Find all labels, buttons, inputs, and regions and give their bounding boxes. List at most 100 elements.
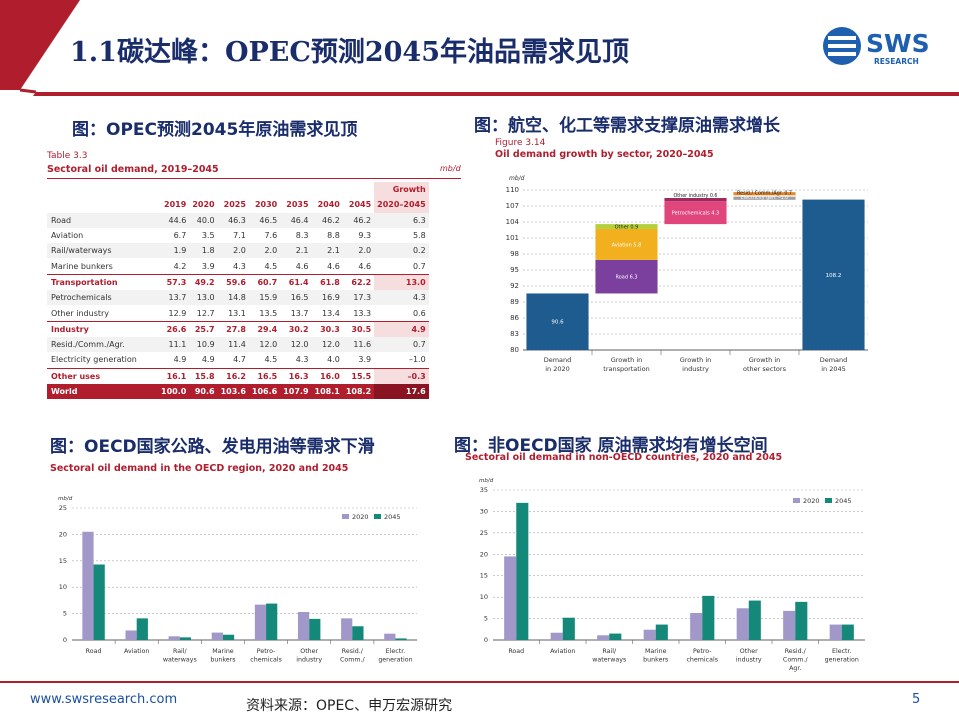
table-cell: 2.0 [217, 243, 249, 259]
x-category-label: Growth in other sectors [743, 356, 787, 373]
bar-2045 [179, 637, 192, 640]
table-cell: 13.7 [280, 305, 312, 322]
y-tick-label: 10 [480, 593, 488, 601]
x-category-label: Aviation [550, 648, 575, 655]
x-category-label: Rail/waterways [163, 648, 197, 664]
bar-2020 [384, 633, 396, 640]
row-label: Industry [47, 320, 158, 337]
bar-2045 [516, 502, 529, 640]
table-cell: 2.1 [311, 243, 343, 259]
footer-url[interactable]: www.swsresearch.com [30, 692, 178, 707]
table-cell: 16.5 [248, 367, 281, 384]
table-cell: 2.0 [248, 243, 281, 259]
table-cell: 17.3 [342, 290, 375, 306]
table-label: Table 3.3 [47, 151, 88, 161]
table-cell: 49.2 [189, 273, 218, 291]
sectoral-demand-table: Growth 2019 2020 2025 2030 2035 2040 2045 2020–2… [47, 182, 429, 400]
table-row: Electricity generation 4.9 4.9 4.7 4.5 4.3 4.0… [47, 352, 429, 369]
table-cell: 13.0 [374, 273, 429, 291]
bar-2045 [795, 601, 808, 640]
table-cell: 12.7 [189, 305, 218, 322]
table-cell: 59.6 [217, 273, 249, 291]
non-oecd-figure-title: Sectoral oil demand in non-OECD countrie… [465, 452, 783, 463]
y-unit-label: mb/d [479, 478, 494, 484]
table-cell: 13.3 [342, 305, 375, 322]
bar-2020 [783, 610, 796, 640]
table-cell: 46.2 [342, 212, 375, 228]
table-cell: 12.0 [311, 336, 343, 353]
segment-bar [595, 224, 658, 229]
bar-2045 [655, 624, 668, 640]
total-bar [526, 293, 589, 350]
row-label: Rail/waterways [47, 243, 158, 259]
table-cell: 2.1 [280, 243, 312, 259]
table-cell: 30.3 [311, 320, 343, 337]
table-row: Petrochemicals 13.7 13.0 14.8 15.9 16.5 16.9 17… [47, 290, 429, 306]
table-cell: 13.7 [158, 290, 190, 306]
table-row: Marine bunkers 4.2 3.9 4.3 4.5 4.6 4.6 4.6 0.7 [47, 258, 429, 275]
oecd-bar-chart: mb/d 0 5 10 15 20 25 Road Aviation Rail/waterways… [58, 496, 417, 664]
oecd-figure-title: Sectoral oil demand in the OECD region, … [50, 463, 349, 474]
table-cell: 57.3 [158, 273, 190, 291]
column-header: 2045 [348, 200, 372, 210]
table-cell: 108.1 [311, 383, 343, 400]
table-cell: 16.5 [280, 290, 312, 306]
table-cell: 8.3 [280, 227, 312, 244]
table-cell: 13.4 [311, 305, 343, 322]
y-tick-label: 25 [59, 504, 67, 512]
column-header: 2040 [317, 200, 340, 210]
table-cell: 13.0 [189, 290, 218, 306]
legend-label: 2045 [384, 513, 401, 521]
table-cell: 46.3 [217, 212, 249, 228]
total-bar [802, 199, 865, 350]
growth-header: Growth [374, 182, 429, 198]
bar-2020 [550, 632, 563, 640]
table-row: Road 44.6 40.0 46.3 46.5 46.4 46.2 46.2 6.3 [47, 212, 429, 228]
bar-2045 [266, 603, 278, 640]
bar-2020 [643, 629, 656, 640]
segment-bar [595, 259, 658, 294]
column-header: 2019 [164, 200, 187, 210]
segment-bar [595, 228, 658, 260]
bar-2020 [597, 635, 610, 640]
y-tick-label: 35 [480, 486, 488, 494]
x-category-label: Demand in 2045 [820, 356, 848, 373]
waterfall-chart: mb/d 80 83 86 89 92 95 98 101 104 107 110 90.6 108.2 R… [506, 175, 868, 373]
panel3-caption: 图：OECD国家公路、发电用油等需求下滑 [50, 437, 375, 457]
table-cell: 15.5 [342, 367, 375, 384]
table-cell: 61.8 [311, 273, 343, 291]
table-row: Industry 26.6 25.7 27.8 29.4 30.2 30.3 30.5 4.9 [47, 320, 429, 337]
table-cell: 62.2 [342, 273, 375, 291]
table-cell: 100.0 [158, 383, 190, 400]
x-category-label: Road [86, 648, 102, 655]
table-cell: 4.9 [189, 352, 218, 369]
bar-2020 [82, 531, 94, 640]
title-bar [0, 0, 959, 96]
y-tick-label: 5 [63, 610, 67, 618]
y-tick-label: 10 [59, 583, 67, 591]
table-cell: 106.6 [248, 383, 281, 400]
footer-source: 资料来源：OPEC、申万宏源研究 [246, 698, 453, 714]
legend-swatch [342, 514, 349, 519]
table-cell: 7.1 [217, 227, 249, 244]
bar-2045 [702, 595, 715, 640]
segment-bar [664, 201, 727, 225]
legend-label: 2020 [803, 497, 820, 505]
table-cell: 11.4 [217, 336, 249, 353]
y-tick-label: 0 [484, 636, 488, 644]
y-tick-label: 25 [480, 529, 488, 537]
y-tick-label: 80 [510, 346, 519, 354]
table-cell: 3.9 [342, 352, 375, 369]
bar-2045 [309, 618, 321, 640]
x-category-label: Demand in 2020 [544, 356, 572, 373]
row-label: Road [47, 212, 158, 228]
legend-swatch [793, 498, 800, 503]
table-cell: 30.5 [342, 320, 375, 337]
y-tick-label: 95 [510, 266, 519, 274]
growth-header-row: Growth [47, 182, 429, 198]
y-tick-label: 30 [480, 507, 488, 515]
legend-label: 2020 [352, 513, 369, 521]
column-header: 2020–2045 [374, 197, 429, 213]
bar-2045 [352, 626, 364, 640]
table-cell: 4.5 [248, 258, 281, 275]
